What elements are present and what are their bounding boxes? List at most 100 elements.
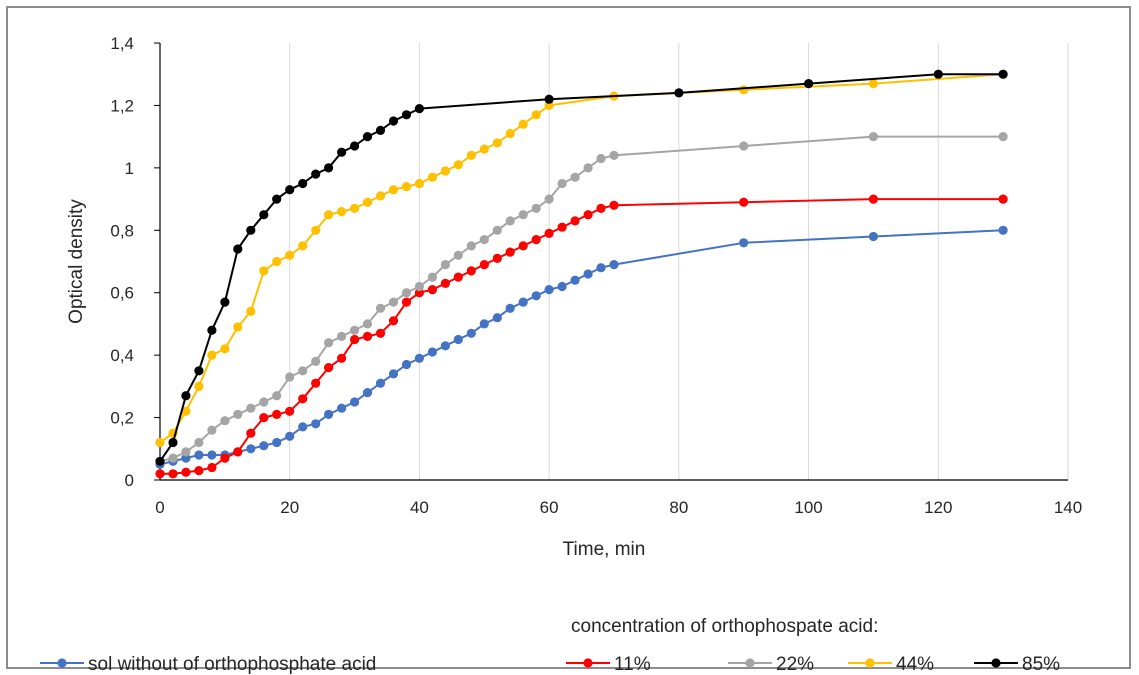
data-point	[479, 260, 489, 270]
data-point	[505, 216, 515, 226]
data-point	[557, 281, 567, 292]
x-tick-label: 120	[924, 498, 952, 517]
data-point	[492, 253, 502, 263]
data-point	[414, 104, 424, 114]
data-point	[739, 85, 749, 95]
y-tick-label: 1	[125, 159, 134, 178]
data-point	[388, 185, 399, 195]
data-point	[583, 269, 593, 279]
data-point	[609, 200, 619, 210]
data-point	[453, 160, 463, 170]
series-3	[155, 132, 1008, 466]
y-tick-label: 1,4	[110, 34, 134, 53]
data-point	[505, 128, 515, 139]
data-point	[181, 406, 191, 416]
data-point	[298, 241, 308, 251]
data-point	[181, 467, 191, 477]
data-point	[233, 244, 243, 254]
x-tick-label: 140	[1054, 498, 1082, 517]
data-point	[440, 260, 450, 270]
data-point	[998, 194, 1008, 204]
data-point	[168, 453, 178, 463]
data-point	[324, 163, 334, 173]
series-layer	[155, 69, 1008, 479]
legend-item: 44%	[848, 654, 934, 675]
data-point	[453, 334, 463, 345]
legend-item: 22%	[728, 654, 814, 675]
data-point	[298, 422, 308, 432]
data-point	[388, 116, 399, 126]
data-point	[739, 141, 749, 151]
data-point	[492, 313, 502, 323]
data-point	[362, 319, 373, 329]
data-point	[453, 272, 463, 282]
data-point	[401, 110, 412, 120]
data-point	[168, 469, 178, 479]
data-point	[531, 203, 541, 213]
chart-frame	[6, 6, 1131, 669]
data-point	[375, 328, 386, 338]
data-point	[674, 88, 684, 98]
data-point	[259, 441, 269, 451]
data-point	[544, 94, 554, 104]
data-point	[427, 172, 437, 182]
data-point	[427, 285, 437, 295]
data-point	[544, 228, 554, 238]
data-point	[181, 447, 191, 457]
data-point	[220, 297, 230, 307]
y-tick-label: 0,2	[110, 409, 134, 428]
data-point	[246, 403, 256, 413]
legend-swatch-marker	[865, 658, 875, 668]
data-point	[362, 331, 373, 341]
data-point	[259, 266, 269, 276]
data-point	[583, 210, 593, 220]
series-line	[160, 198, 1004, 475]
data-point	[479, 144, 489, 154]
x-axis-title: Time, min	[563, 539, 646, 560]
data-point	[998, 225, 1008, 235]
data-point	[427, 347, 437, 357]
data-point	[401, 359, 412, 370]
legend-label: 11%	[614, 654, 651, 675]
series-4	[155, 69, 1008, 448]
data-point	[350, 141, 360, 151]
axes: 0 20 40 60 80 100 120 140 0 0,2 0,4 0,6 0,8 1 1,2 1,4	[110, 34, 1082, 517]
data-point	[505, 247, 515, 257]
y-tick-label: 0	[125, 471, 134, 490]
x-tick-label: 20	[280, 498, 299, 517]
x-tick-label: 60	[540, 498, 559, 517]
data-point	[194, 437, 204, 448]
data-point	[220, 416, 230, 426]
data-point	[609, 260, 619, 270]
data-point	[466, 266, 476, 276]
data-point	[492, 225, 502, 235]
data-point	[492, 138, 502, 148]
data-point	[337, 331, 347, 341]
data-point	[596, 203, 606, 213]
data-point	[375, 378, 386, 388]
legend-label: 85%	[1022, 654, 1060, 675]
data-point	[868, 79, 879, 89]
data-point	[557, 222, 567, 232]
data-point	[518, 241, 528, 251]
data-point	[259, 413, 269, 423]
legend-item: 11%	[566, 654, 651, 675]
data-point	[466, 241, 476, 251]
data-point	[207, 425, 217, 435]
y-tick-label: 0,4	[110, 346, 134, 365]
data-point	[518, 297, 528, 307]
y-tick-label: 0,8	[110, 221, 134, 240]
series-line	[159, 229, 1004, 466]
data-point	[388, 369, 399, 379]
legend-swatch-marker	[745, 658, 755, 668]
data-point	[531, 291, 541, 301]
gridlines	[289, 43, 1069, 480]
data-point	[233, 409, 243, 419]
data-point	[285, 250, 295, 260]
data-point	[155, 437, 165, 448]
data-point	[933, 69, 943, 79]
y-tick-label: 0,6	[110, 284, 134, 303]
data-point	[298, 178, 308, 189]
data-point	[998, 132, 1008, 142]
